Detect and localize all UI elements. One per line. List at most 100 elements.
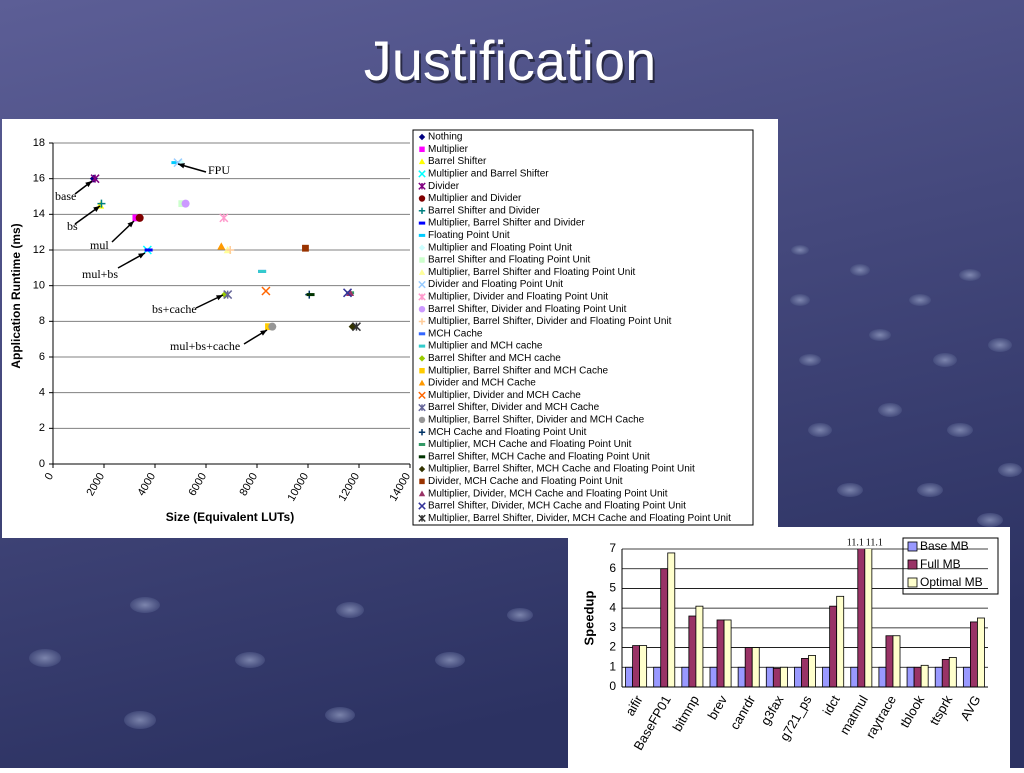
marker	[261, 286, 271, 296]
marker	[418, 318, 426, 325]
title-shadow: Justification	[366, 32, 659, 95]
marker	[418, 403, 426, 412]
annotation: bs+cache	[152, 302, 197, 316]
legend-label: Divider	[428, 181, 460, 192]
legend-label: Optimal MB	[920, 575, 983, 589]
marker	[418, 379, 426, 386]
marker	[268, 322, 277, 331]
legend-box	[412, 129, 754, 526]
marker	[181, 199, 190, 208]
bar	[920, 664, 929, 688]
marker	[223, 290, 233, 300]
bar	[688, 615, 697, 688]
bar	[892, 635, 901, 688]
y-tick-label: 0	[39, 458, 45, 470]
bar	[913, 666, 922, 688]
x-axis-title: Size (Equivalent LUTs)	[166, 510, 294, 524]
legend-label: Barrel Shifter, Divider and Floating Poi…	[428, 304, 627, 315]
arrow-head	[127, 221, 134, 228]
marker	[418, 355, 426, 362]
arrow-head	[85, 181, 92, 188]
arrow-head	[216, 295, 223, 301]
legend-swatch	[907, 541, 918, 552]
marker	[219, 213, 229, 223]
bar	[850, 666, 859, 688]
legend-label: Barrel Shifter, Divider and MCH Cache	[428, 402, 600, 413]
legend-label: Barrel Shifter and Floating Point Unit	[428, 255, 591, 266]
y-tick-label: 3	[609, 620, 616, 634]
marker	[418, 158, 426, 165]
legend-label: Multiplier and Barrel Shifter	[428, 169, 549, 180]
annotation: mul+bs+cache	[170, 339, 240, 353]
legend-label: Multiplier, Barrel Shifter, Divider and …	[428, 316, 672, 327]
legend-label: Divider, MCH Cache and Floating Point Un…	[428, 476, 623, 487]
arrow-head	[138, 253, 145, 259]
legend-label: Multiplier and Floating Point Unit	[428, 242, 572, 253]
arrow-head	[93, 206, 100, 212]
marker	[342, 288, 353, 298]
marker	[302, 244, 309, 252]
marker	[217, 242, 226, 250]
legend-label: Divider and MCH Cache	[428, 378, 536, 389]
marker	[135, 213, 144, 222]
bar	[772, 667, 781, 688]
bar	[808, 655, 816, 688]
y-tick-label: 12	[33, 244, 45, 256]
bar	[977, 617, 985, 688]
marker	[418, 416, 426, 424]
y-tick-label: 5	[609, 581, 616, 595]
marker	[419, 367, 425, 374]
y-tick-label: 6	[39, 351, 45, 363]
annotation: base	[55, 189, 76, 203]
y-tick-label: 1	[609, 659, 616, 673]
y-tick-label: 0	[609, 679, 616, 693]
marker	[418, 514, 426, 523]
y-tick-label: 7	[609, 541, 616, 555]
bar	[723, 619, 732, 688]
bar	[660, 568, 669, 688]
bar	[885, 635, 894, 688]
marker	[418, 490, 426, 497]
marker	[418, 244, 426, 251]
legend-label: Barrel Shifter and MCH cache	[428, 353, 561, 364]
y-axis-title: Speedup	[581, 590, 596, 645]
bar	[709, 666, 718, 688]
bar	[836, 595, 845, 688]
legend-label: Barrel Shifter and Divider	[428, 205, 540, 216]
data-label: 11.1	[866, 537, 883, 548]
slide-title: Justification	[364, 29, 657, 92]
legend-label: Barrel Shifter, MCH Cache and Floating P…	[428, 451, 650, 462]
bar	[801, 658, 809, 688]
legend-label: Barrel Shifter, Divider, MCH Cache and F…	[428, 501, 686, 512]
marker	[90, 174, 100, 184]
bar	[941, 659, 950, 688]
bar	[948, 657, 957, 688]
bubbles	[29, 245, 1022, 729]
marker	[97, 199, 106, 208]
legend-label: Multiplier, Barrel Shifter and MCH Cache	[428, 365, 609, 376]
legend-label: Nothing	[428, 132, 462, 143]
bar	[653, 666, 662, 688]
legend-label: Barrel Shifter	[428, 156, 487, 167]
legend-label: Multiplier, Barrel Shifter, Divider and …	[428, 415, 645, 426]
legend-label: Multiplier, Barrel Shifter, Divider, MCH…	[428, 513, 731, 524]
bar	[639, 645, 648, 688]
bar	[779, 666, 788, 688]
bar	[765, 666, 774, 688]
bar	[625, 666, 633, 688]
y-tick-label: 10	[33, 280, 45, 292]
bar	[962, 666, 971, 688]
legend-box	[902, 537, 999, 595]
bar	[681, 666, 690, 688]
bar	[829, 605, 838, 688]
legend-label: Multiplier and Divider	[428, 193, 522, 204]
legend-label: Multiplier, Barrel Shifter and Floating …	[428, 267, 636, 278]
y-tick-label: 14	[33, 208, 45, 220]
marker	[418, 306, 426, 313]
marker	[418, 133, 426, 141]
arrow-head	[260, 330, 267, 336]
x-tick-label: 0	[43, 471, 56, 482]
legend-label: Multiplier, Divider, MCH Cache and Float…	[428, 488, 668, 499]
marker	[418, 182, 426, 190]
legend-label: Multiplier and MCH cache	[428, 341, 543, 352]
